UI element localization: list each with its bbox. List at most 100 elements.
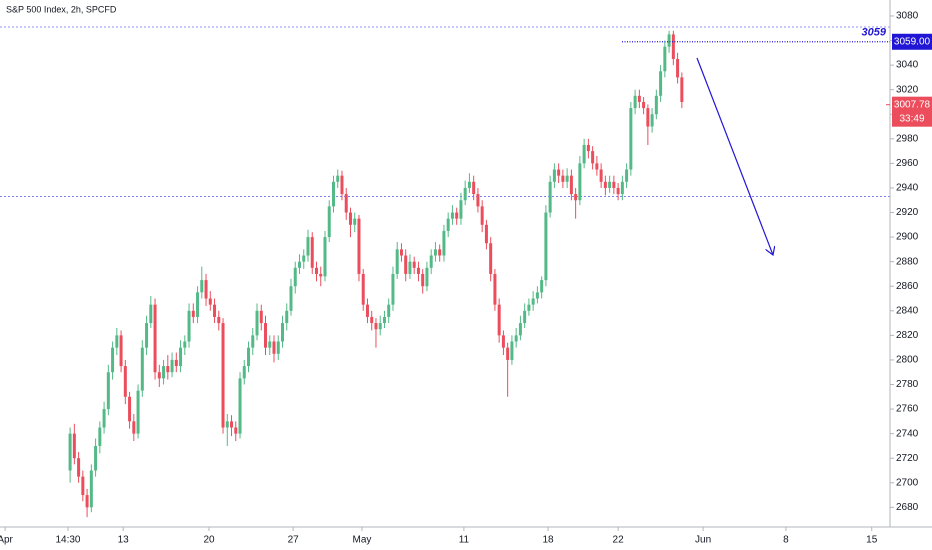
last-price-label: 3007.78	[894, 99, 931, 110]
candle-body	[586, 144, 590, 152]
y-tick-label: 3040	[896, 60, 919, 71]
candle-body	[297, 261, 301, 268]
candle-body	[153, 304, 157, 373]
candle-body	[128, 396, 132, 422]
candle-body	[374, 323, 378, 330]
last-price-tag	[892, 96, 932, 127]
candle-body	[68, 433, 72, 471]
candle-body	[204, 280, 208, 299]
candle-body	[348, 212, 352, 225]
candle-body	[535, 292, 539, 299]
candle-body	[255, 310, 259, 336]
x-tick-label: 13	[118, 535, 130, 546]
x-tick-label: 20	[203, 535, 215, 546]
countdown-label: 33:49	[899, 113, 924, 124]
candle-body	[259, 310, 263, 324]
candle-body	[574, 194, 578, 201]
candle-body	[289, 286, 293, 311]
candle-body	[302, 255, 306, 262]
candle-body	[242, 366, 246, 379]
candle-body	[591, 151, 595, 164]
candle-body	[608, 181, 612, 188]
candle-body	[179, 347, 183, 367]
candle-body	[540, 280, 544, 293]
candle-body	[196, 292, 200, 317]
candle-body	[671, 34, 675, 59]
y-tick-label: 2940	[896, 183, 919, 194]
candle-body	[102, 409, 106, 428]
candle-body	[438, 249, 442, 256]
y-tick-label: 2760	[896, 404, 919, 415]
candle-body	[314, 267, 318, 274]
candle-body	[552, 169, 556, 182]
candle-body	[612, 181, 616, 188]
level-tag-label: 3059.00	[894, 36, 931, 47]
candle-body	[667, 34, 671, 47]
candle-body	[557, 169, 561, 176]
candle-body	[225, 421, 229, 428]
candle-body	[467, 181, 471, 188]
candle-body	[238, 378, 242, 434]
candle-body	[480, 206, 484, 225]
candle-body	[391, 273, 395, 305]
y-tick-label: 2860	[896, 281, 919, 292]
candle-body	[123, 366, 127, 397]
x-tick-label: 18	[542, 535, 554, 546]
candle-body	[514, 335, 518, 342]
candle-body	[221, 323, 225, 428]
candle-body	[501, 335, 505, 348]
candle-body	[264, 323, 268, 348]
candle-body	[476, 194, 480, 207]
y-tick-label: 2680	[896, 502, 919, 513]
candle-body	[72, 433, 76, 459]
y-tick-label: 3080	[896, 11, 919, 22]
candle-body	[659, 71, 663, 96]
y-tick-label: 2780	[896, 379, 919, 390]
candle-body	[663, 46, 667, 72]
candle-body	[166, 366, 170, 373]
candle-body	[518, 323, 522, 336]
candle-body	[472, 181, 476, 195]
candle-body	[408, 261, 412, 274]
y-tick-label: 2840	[896, 305, 919, 316]
candle-body	[276, 341, 280, 354]
candle-body	[633, 95, 637, 109]
candle-body	[187, 310, 191, 342]
candle-body	[293, 267, 297, 287]
candle-body	[595, 163, 599, 170]
candle-body	[565, 175, 569, 182]
candle-body	[357, 218, 361, 274]
candle-body	[429, 255, 433, 268]
candle-body	[234, 427, 238, 434]
candle-body	[650, 114, 654, 127]
candle-body	[620, 181, 624, 195]
candle-body	[629, 108, 633, 170]
candle-body	[285, 310, 289, 324]
axes: 2680270027202740276027802800282028402860…	[0, 11, 919, 546]
candle-body	[421, 273, 425, 287]
candle-body	[213, 304, 217, 317]
candle-body	[654, 95, 658, 115]
candle-body	[327, 206, 331, 238]
candle-body	[387, 304, 391, 317]
candle-body	[310, 237, 314, 268]
candle-body	[582, 144, 586, 164]
candle-body	[191, 310, 195, 317]
candle-body	[157, 372, 161, 379]
x-tick-label: Jun	[695, 535, 711, 546]
candle-body	[77, 458, 81, 477]
level-tag	[892, 33, 932, 50]
candle-body	[183, 341, 187, 348]
candle-body	[531, 298, 535, 305]
candle-body	[416, 267, 420, 274]
candle-body	[208, 298, 212, 305]
x-tick-label: 27	[288, 535, 300, 546]
candle-body	[136, 390, 140, 434]
candle-body	[433, 249, 437, 256]
candle-body	[170, 359, 174, 373]
candle-body	[306, 237, 310, 256]
candle-body	[676, 58, 680, 78]
y-tick-label: 2740	[896, 428, 919, 439]
candle-body	[336, 175, 340, 182]
y-tick-label: 2700	[896, 477, 919, 488]
